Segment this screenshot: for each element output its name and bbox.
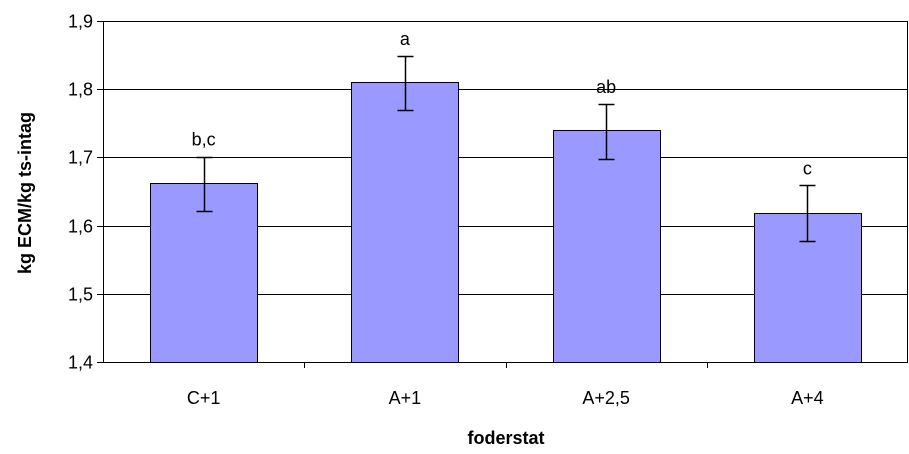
bar	[553, 130, 661, 363]
x-tick-labels: C+1 A+1 A+2,5 A+4	[187, 388, 824, 408]
significance-label: b,c	[192, 130, 216, 150]
bar	[150, 183, 258, 363]
y-tick-label: 1,9	[68, 12, 93, 32]
significance-label: ab	[596, 77, 616, 97]
y-axis-title: kg ECM/kg ts-intag	[15, 112, 35, 274]
x-tick-label: A+1	[389, 388, 422, 408]
x-tick-label: A+2,5	[582, 388, 630, 408]
y-tick-label: 1,4	[68, 353, 93, 373]
significance-label: c	[803, 158, 812, 178]
y-tick-labels: 1,4 1,5 1,6 1,7 1,8 1,9	[68, 12, 93, 373]
bars	[150, 82, 862, 363]
error-bars	[196, 55, 816, 243]
x-tick-label: A+4	[791, 388, 824, 408]
axes	[97, 21, 908, 368]
bar	[351, 82, 459, 363]
y-tick-label: 1,8	[68, 80, 93, 100]
significance-label: a	[400, 29, 411, 49]
y-tick-label: 1,5	[68, 285, 93, 305]
y-tick-label: 1,6	[68, 217, 93, 237]
significance-labels: b,c a ab c	[192, 29, 812, 179]
x-tick-label: C+1	[187, 388, 221, 408]
x-axis-title: foderstat	[467, 428, 544, 448]
y-tick-label: 1,7	[68, 148, 93, 168]
